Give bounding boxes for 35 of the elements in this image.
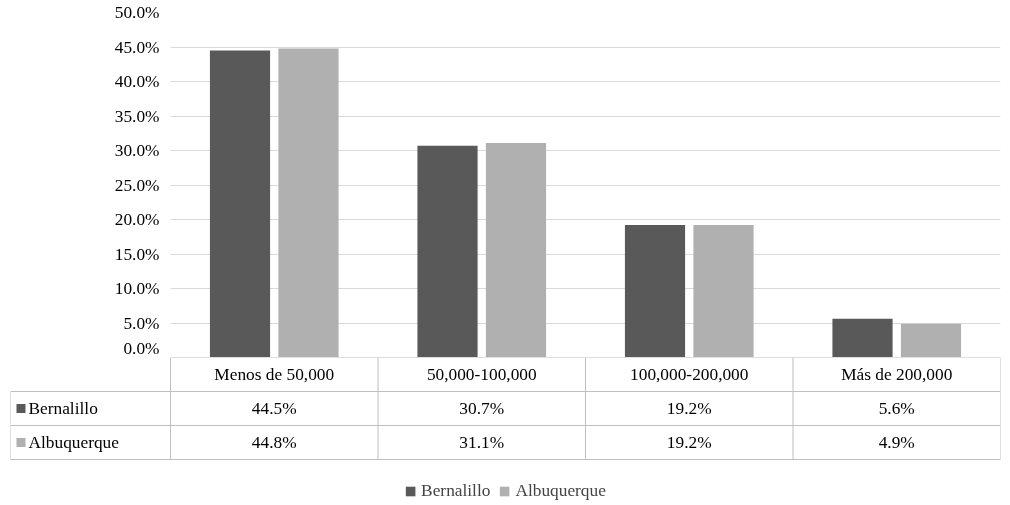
x-tick-label: Menos de 50,000 [214, 365, 335, 384]
bar [278, 48, 339, 357]
bar [832, 318, 893, 357]
y-tick-label: 40.0% [114, 72, 160, 91]
y-tick-label: 10.0% [114, 279, 160, 298]
text: Bernalillo [421, 481, 491, 500]
data-label: 19.2% [666, 399, 712, 418]
bar [485, 142, 547, 357]
bar [693, 225, 754, 357]
bar [417, 145, 478, 357]
y-tick-label: 30.0% [114, 141, 160, 160]
x-tick-label: Más de 200,000 [841, 365, 953, 384]
data-label: 19.2% [666, 433, 712, 452]
y-tick-label: 0.0% [123, 338, 160, 358]
data-label: 30.7% [459, 399, 505, 418]
data-label: 5.6% [878, 399, 915, 418]
x-tick-label: 50,000-100,000 [426, 365, 537, 384]
data-label: 31.1% [459, 433, 505, 452]
bar [209, 50, 271, 357]
bar [624, 225, 686, 357]
y-tick-label: 35.0% [114, 106, 160, 126]
data-label: 44.5% [251, 399, 297, 418]
x-tick-label: 100,000-200,000 [630, 365, 749, 384]
legend-label: Albuquerque [515, 481, 606, 501]
bar [900, 323, 962, 357]
text: Albuquerque [28, 433, 119, 452]
y-tick-label: 25.0% [114, 175, 160, 195]
data-label: 44.8% [251, 433, 297, 452]
y-tick-label: 20.0% [114, 210, 160, 229]
legend-label: Bernalillo [28, 399, 98, 418]
y-tick-label: 5.0% [123, 313, 160, 333]
y-tick-label: 15.0% [114, 244, 160, 264]
data-label: 4.9% [878, 433, 915, 452]
y-tick-label: 45.0% [114, 37, 160, 57]
y-tick-label: 50.0% [114, 3, 160, 22]
